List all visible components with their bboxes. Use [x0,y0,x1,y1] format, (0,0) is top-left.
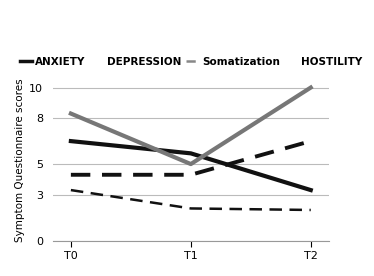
Legend: ANXIETY, DEPRESSION, Somatization, HOSTILITY: ANXIETY, DEPRESSION, Somatization, HOSTI… [16,53,366,71]
Y-axis label: Symptom Questionnaire scores: Symptom Questionnaire scores [15,78,25,242]
